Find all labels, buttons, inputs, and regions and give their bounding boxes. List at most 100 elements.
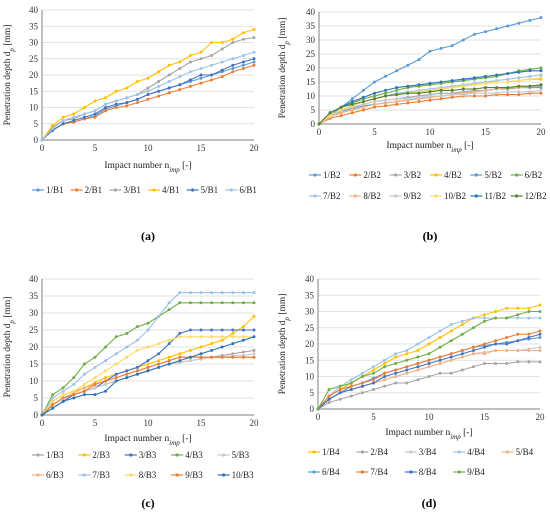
- data-point: [252, 28, 256, 31]
- y-tick-label: 20: [306, 63, 316, 73]
- x-axis-title: Impact number nimp [-]: [104, 161, 191, 174]
- data-point: [114, 99, 118, 103]
- data-point: [460, 332, 464, 336]
- data-point: [188, 291, 192, 295]
- data-point: [135, 325, 139, 329]
- data-point: [167, 342, 171, 346]
- series-5-B2: [317, 16, 543, 126]
- panel-label: (b): [423, 229, 438, 243]
- data-point: [495, 80, 499, 84]
- series-6-B4: [316, 336, 542, 411]
- legend-marker: [409, 450, 413, 454]
- data-point: [178, 75, 182, 79]
- series-1-B1: [40, 60, 256, 142]
- data-point: [349, 388, 353, 391]
- legend-marker: [75, 188, 79, 192]
- y-tick-label: 10: [29, 103, 39, 113]
- data-point: [327, 397, 331, 401]
- legend-marker: [394, 194, 398, 198]
- data-point: [93, 376, 97, 380]
- data-point: [405, 368, 409, 372]
- data-point: [349, 384, 353, 388]
- data-point: [449, 358, 453, 362]
- data-point: [93, 109, 97, 113]
- data-point: [104, 379, 108, 383]
- x-tick-label: 5: [372, 127, 377, 137]
- data-point: [167, 73, 171, 77]
- data-point: [125, 101, 129, 105]
- legend-label: 2/B1: [85, 185, 103, 195]
- data-point: [167, 338, 171, 342]
- data-point: [449, 329, 453, 333]
- data-point: [199, 345, 203, 349]
- data-point: [539, 91, 543, 95]
- data-point: [373, 97, 376, 101]
- data-point: [82, 393, 86, 397]
- data-point: [125, 369, 129, 373]
- data-point: [539, 76, 543, 80]
- data-point: [506, 80, 510, 84]
- legend-entry: 3/B1: [109, 185, 141, 195]
- legend-label: 12/B2: [525, 191, 547, 201]
- data-point: [495, 91, 499, 95]
- data-point: [135, 80, 139, 83]
- legend-entry: 6/B1: [225, 185, 257, 195]
- data-point: [178, 83, 182, 87]
- legend-marker: [175, 473, 179, 477]
- data-point: [178, 331, 182, 335]
- data-point: [167, 362, 171, 366]
- data-point: [416, 368, 420, 372]
- data-point: [383, 362, 387, 365]
- data-point: [252, 335, 256, 339]
- data-point: [372, 371, 375, 375]
- data-point: [241, 60, 245, 64]
- x-tick-label: 5: [93, 418, 98, 428]
- data-point: [472, 32, 476, 36]
- data-point: [450, 88, 454, 92]
- legend-entry: 9/B4: [453, 467, 485, 477]
- legend-marker: [152, 188, 156, 192]
- legend-entry: 5/B4: [501, 447, 534, 457]
- data-point: [350, 108, 354, 112]
- data-point: [82, 115, 86, 119]
- data-point: [506, 77, 510, 81]
- legend-label: 10/B3: [232, 470, 255, 480]
- data-point: [416, 378, 420, 382]
- data-point: [220, 355, 224, 359]
- data-point: [114, 376, 118, 380]
- data-point: [104, 106, 108, 109]
- data-point: [416, 365, 420, 369]
- data-point: [199, 57, 203, 61]
- y-axis-title: Penetration depth dp [mm]: [3, 25, 16, 126]
- legend-entry: 7/B2: [309, 191, 341, 201]
- data-point: [40, 138, 44, 142]
- data-point: [539, 88, 543, 92]
- y-tick-label: 15: [305, 355, 315, 365]
- data-point: [178, 60, 182, 64]
- data-point: [157, 70, 161, 74]
- data-point: [61, 399, 65, 403]
- data-point: [167, 86, 171, 90]
- data-point: [252, 60, 256, 64]
- data-point: [350, 97, 354, 101]
- data-point: [449, 371, 453, 375]
- data-point: [72, 112, 76, 116]
- data-point: [338, 388, 342, 391]
- legend-marker: [175, 453, 179, 457]
- data-point: [484, 94, 487, 98]
- legend-entry: 5/B3: [217, 450, 250, 460]
- data-point: [178, 301, 182, 305]
- legend-label: 2/B2: [363, 170, 381, 180]
- series-line: [317, 336, 541, 410]
- data-point: [361, 95, 365, 99]
- legend-entry: 2/B1: [70, 185, 103, 195]
- legend-marker: [515, 194, 519, 198]
- data-point: [528, 90, 532, 94]
- y-tick-label: 25: [29, 54, 39, 64]
- data-point: [461, 38, 465, 42]
- data-point: [439, 97, 443, 101]
- data-point: [210, 78, 214, 82]
- x-tick-label: 20: [536, 412, 546, 422]
- data-point: [51, 406, 55, 410]
- data-point: [157, 89, 161, 93]
